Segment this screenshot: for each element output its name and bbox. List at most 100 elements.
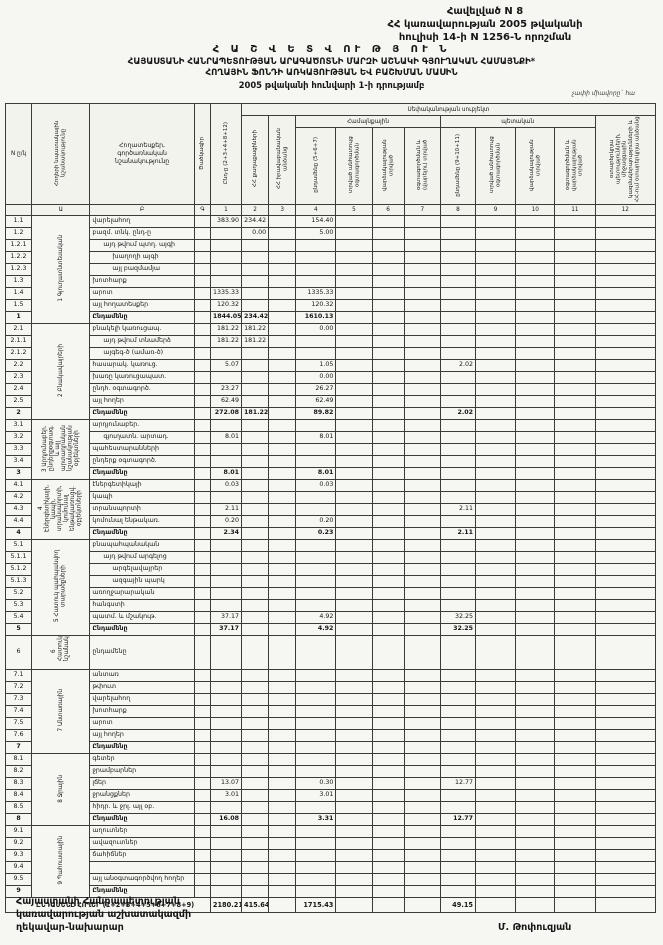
value-cell-col8: [439, 705, 477, 718]
value-cell-col1: 23.27: [209, 383, 243, 396]
row-number-cell: 4: [4, 527, 33, 540]
code-cell: [193, 849, 211, 862]
value-cell-col10: [515, 861, 556, 874]
table-row: 1.5 այլ հողատեսքեր 120.32 120.32: [4, 299, 657, 312]
value-cell-col2: [240, 741, 270, 754]
value-cell-col6: [371, 419, 405, 432]
value-cell-col6: [371, 359, 405, 372]
value-cell-col3: [268, 849, 297, 862]
grand-total-value-col10: [515, 897, 556, 913]
value-cell-col8: [439, 431, 477, 444]
value-cell-col5: [335, 215, 373, 228]
value-cell-col12: [594, 777, 657, 790]
value-cell-col10: [515, 215, 556, 228]
value-cell-col9: [474, 753, 517, 766]
value-cell-col1: [209, 729, 243, 742]
value-cell-col12: [594, 383, 657, 396]
value-cell-col10: [515, 443, 556, 456]
land-balance-table: N ը/կ Հողերի նպատակային նշանակությունը Հ…: [4, 103, 657, 913]
value-cell-col6: [371, 849, 405, 862]
column-letter-2: 2: [240, 204, 270, 216]
table-row: 7.1 7 Անտառային անտառ: [4, 669, 657, 754]
column-letter-6: 6: [371, 204, 405, 216]
col-header-community-leased: վարձակալության տրված: [371, 127, 405, 205]
value-cell-col6: [371, 813, 405, 826]
value-cell-col1: 3.01: [209, 789, 243, 802]
land-type-cell: արոտ: [89, 717, 195, 730]
code-cell: [193, 527, 211, 540]
code-cell: [193, 765, 211, 778]
table-row: 5.4 պատմ. և մշակութ. 37.17 4.92 32.25: [4, 611, 657, 624]
value-cell-col6: [371, 837, 405, 850]
grand-total-value-col9: [474, 897, 517, 913]
value-cell-col8: 32.25: [439, 611, 477, 624]
value-cell-col11: [554, 263, 596, 276]
value-cell-col2: 181.22: [240, 335, 270, 348]
value-cell-col7: [403, 669, 441, 682]
value-cell-col11: [554, 503, 596, 516]
land-type-cell: ավազուտներ: [89, 837, 195, 850]
value-cell-col9: [474, 251, 517, 264]
appendix-line3: հուլիսի 14-ի N 1256-Ն որոշման: [398, 32, 572, 43]
value-cell-col12: [594, 729, 657, 742]
land-type-cell: բնակելի կառուցապ.: [89, 323, 195, 336]
report-heading: Հ Ա Շ Վ Ե Տ Վ ՈՒ Թ Յ ՈՒ Ն: [212, 44, 451, 55]
value-cell-col4: [295, 681, 337, 694]
code-cell: [193, 611, 211, 624]
table-row: 5.3 հանգստի: [4, 599, 657, 612]
value-cell-col3: [268, 371, 297, 384]
row-number-cell: 9.5: [4, 873, 33, 886]
value-cell-col6: [371, 575, 405, 588]
value-cell-col1: [209, 563, 243, 576]
value-cell-col8: [439, 849, 477, 862]
land-type-cell: ընդերք օգտագործ.: [89, 455, 195, 468]
value-cell-col12: [594, 825, 657, 838]
value-cell-col2: [240, 575, 270, 588]
value-cell-col11: [554, 849, 596, 862]
value-cell-col10: [515, 849, 556, 862]
value-cell-col11: [554, 705, 596, 718]
table-row: 5.2 առողջարարական: [4, 587, 657, 600]
land-type-cell: թփուտ: [89, 681, 195, 694]
value-cell-col1: [209, 575, 243, 588]
value-cell-col8: [439, 383, 477, 396]
value-cell-col8: [439, 515, 477, 528]
value-cell-col5: [335, 693, 373, 706]
value-cell-col12: [594, 551, 657, 564]
table-row: 5.1.1 այդ թվում արգելոց: [4, 551, 657, 564]
value-cell-col9: [474, 539, 517, 552]
value-cell-col6: [371, 287, 405, 300]
table-row: 4.4 կոմունալ ենթակառ. 0.20 0.20: [4, 515, 657, 528]
table-row: 4.1 4 Էներգետիկայի, կապի, տրանսպորտի, կոմ…: [4, 479, 657, 540]
value-cell-col2: [240, 681, 270, 694]
value-cell-col7: [403, 443, 441, 456]
value-cell-col11: [554, 563, 596, 576]
value-cell-col6: [371, 431, 405, 444]
value-cell-col8: [439, 371, 477, 384]
section-label: 1 Գյուղատնտեսական: [57, 235, 64, 302]
value-cell-col6: [371, 215, 405, 228]
value-cell-col1: [209, 443, 243, 456]
value-cell-col5: [335, 717, 373, 730]
value-cell-col3: [268, 539, 297, 552]
value-cell-col8: [439, 299, 477, 312]
value-cell-col10: [515, 227, 556, 240]
value-cell-col4: [295, 491, 337, 504]
value-cell-col10: [515, 669, 556, 682]
value-cell-col5: [335, 861, 373, 874]
value-cell-col12: [594, 753, 657, 766]
value-cell-col8: [439, 587, 477, 600]
value-cell-col1: [209, 885, 243, 898]
section-total-row: 1 Ընդամենը 1844.05 234.42 1610.13: [4, 311, 657, 324]
value-cell-col12: [594, 527, 657, 540]
table-row: 9.1 9 Պահուստային աղուտներ: [4, 825, 657, 898]
code-cell: [193, 813, 211, 826]
value-cell-col9: [474, 885, 517, 898]
value-cell-col12: [594, 705, 657, 718]
value-cell-col3: [268, 825, 297, 838]
table-row: 3.1 3 Արդյունաբեր. ընդերքօգտագ. և այլ արտ…: [4, 419, 657, 480]
value-cell-col11: [554, 575, 596, 588]
value-cell-col1: [209, 741, 243, 754]
land-type-cell: հասարակ. կառուց.: [89, 359, 195, 372]
table-row: 1.2 բազմ. տնկ. ընդ-ը 0.00 5.00: [4, 227, 657, 240]
